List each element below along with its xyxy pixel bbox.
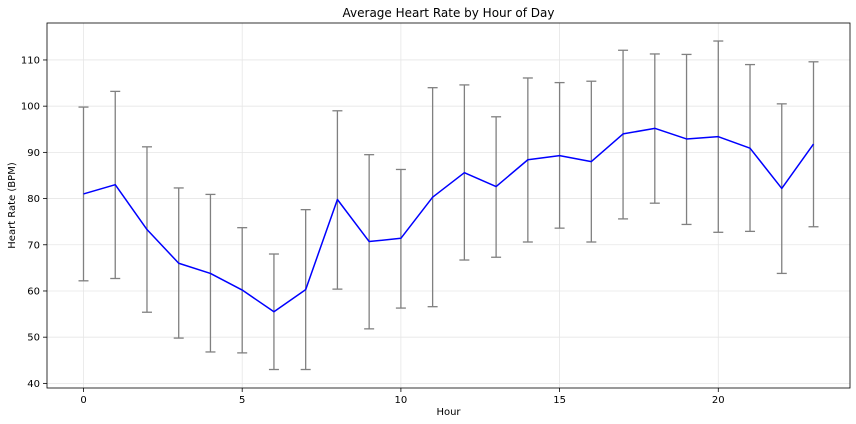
y-tick-label: 60 (27, 286, 40, 297)
y-tick-label: 90 (27, 148, 40, 159)
errorbar-layer (78, 40, 819, 371)
x-tick-label: 15 (553, 395, 566, 406)
x-axis-label: Hour (436, 407, 461, 418)
y-axis-label: Heart Rate (BPM) (7, 162, 18, 249)
line-layer (83, 127, 815, 313)
grid-layer (47, 23, 850, 388)
y-tick-label: 50 (27, 333, 40, 344)
y-tick-label: 110 (21, 55, 40, 66)
x-tick-label: 10 (395, 395, 408, 406)
x-tick-label: 5 (239, 395, 245, 406)
y-tick-label: 80 (27, 194, 40, 205)
x-tick-label: 20 (712, 395, 725, 406)
heart-rate-line (83, 127, 815, 313)
x-tick-label: 0 (80, 395, 86, 406)
chart-title: Average Heart Rate by Hour of Day (343, 6, 555, 20)
y-tick-label: 100 (21, 102, 40, 113)
y-tick-label: 70 (27, 240, 40, 251)
plot-frame (46, 22, 851, 389)
tick-layer: 0 5 10 15 20 40 50 60 70 80 90 100 110 (21, 55, 725, 406)
y-tick-label: 40 (27, 379, 40, 390)
axes-layer (46, 22, 851, 389)
